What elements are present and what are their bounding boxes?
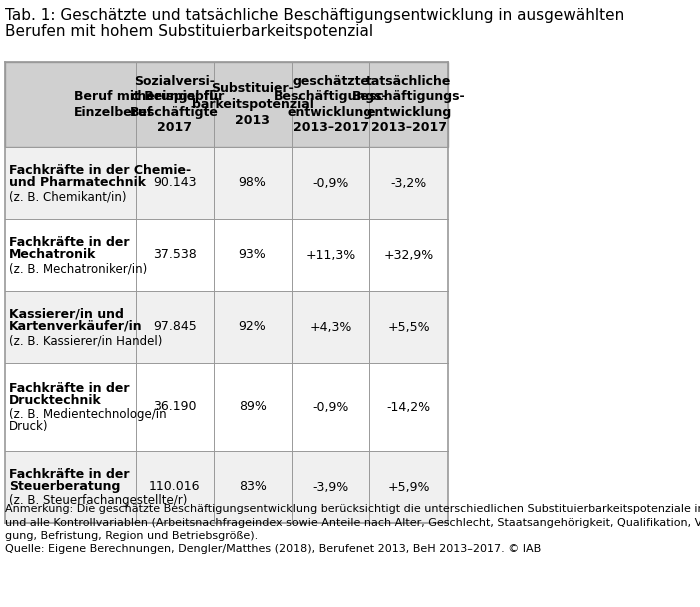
Text: -3,9%: -3,9%: [312, 481, 349, 493]
Text: (z. B. Chemikant/in): (z. B. Chemikant/in): [9, 190, 127, 203]
Text: Beruf mit Beispiel für
Einzelberuf: Beruf mit Beispiel für Einzelberuf: [74, 90, 225, 119]
Text: 93%: 93%: [239, 248, 267, 262]
Text: 92%: 92%: [239, 320, 267, 333]
Text: Quelle: Eigene Berechnungen, Dengler/Matthes (2018), Berufenet 2013, BeH 2013–20: Quelle: Eigene Berechnungen, Dengler/Mat…: [5, 544, 541, 555]
Text: Kartenverkäufer/in: Kartenverkäufer/in: [9, 320, 143, 333]
Bar: [5, 147, 448, 219]
Text: Tab. 1: Geschätzte und tatsächliche Beschäftigungsentwicklung in ausgewählten: Tab. 1: Geschätzte und tatsächliche Besc…: [5, 8, 624, 23]
Text: Sozialversi-
cherungspfl.
Beschäftigte
2017: Sozialversi- cherungspfl. Beschäftigte 2…: [130, 75, 219, 134]
Text: Substituier-
barkeitspotenzial
2013: Substituier- barkeitspotenzial 2013: [192, 83, 314, 126]
Text: -3,2%: -3,2%: [391, 177, 427, 189]
Bar: [5, 291, 448, 363]
Text: Fachkräfte in der: Fachkräfte in der: [9, 236, 130, 249]
Text: Berufen mit hohem Substituierbarkeitspotenzial: Berufen mit hohem Substituierbarkeitspot…: [5, 24, 373, 39]
Text: +11,3%: +11,3%: [305, 248, 356, 262]
Text: 89%: 89%: [239, 401, 267, 413]
Text: Mechatronik: Mechatronik: [9, 248, 97, 261]
Text: -14,2%: -14,2%: [386, 401, 430, 413]
Text: Druck): Druck): [9, 420, 48, 433]
Text: und alle Kontrollvariablen (Arbeitsnachfrageindex sowie Anteile nach Alter, Gesc: und alle Kontrollvariablen (Arbeitsnachf…: [5, 518, 700, 527]
Bar: [5, 62, 448, 147]
Text: -0,9%: -0,9%: [312, 177, 349, 189]
Text: geschätzte
Beschäftigungs-
entwicklung
2013–2017: geschätzte Beschäftigungs- entwicklung 2…: [274, 75, 387, 134]
Text: 90.143: 90.143: [153, 177, 197, 189]
Text: Anmerkung: Die geschätzte Beschäftigungsentwicklung berücksichtigt die unterschi: Anmerkung: Die geschätzte Beschäftigungs…: [5, 504, 700, 514]
Text: tatsächliche
Beschäftigungs-
entwicklung
2013–2017: tatsächliche Beschäftigungs- entwicklung…: [352, 75, 466, 134]
Text: 37.538: 37.538: [153, 248, 197, 262]
Text: Fachkräfte in der: Fachkräfte in der: [9, 468, 130, 481]
Text: Steuerberatung: Steuerberatung: [9, 480, 120, 493]
Bar: [5, 451, 448, 523]
Text: (z. B. Mechatroniker/in): (z. B. Mechatroniker/in): [9, 262, 147, 275]
Text: 98%: 98%: [239, 177, 267, 189]
Text: +32,9%: +32,9%: [384, 248, 434, 262]
Text: +4,3%: +4,3%: [309, 320, 351, 333]
Bar: [5, 219, 448, 291]
Bar: [5, 363, 448, 451]
Text: (z. B. Kassierer/in Handel): (z. B. Kassierer/in Handel): [9, 334, 162, 347]
Text: +5,5%: +5,5%: [387, 320, 430, 333]
Text: gung, Befristung, Region und Betriebsgröße).: gung, Befristung, Region und Betriebsgrö…: [5, 531, 258, 541]
Text: (z. B. Medientechnologe/in: (z. B. Medientechnologe/in: [9, 408, 167, 421]
Text: und Pharmatechnik: und Pharmatechnik: [9, 176, 146, 189]
Text: (z. B. Steuerfachangestellte/r): (z. B. Steuerfachangestellte/r): [9, 494, 188, 507]
Text: 97.845: 97.845: [153, 320, 197, 333]
Text: Fachkräfte in der: Fachkräfte in der: [9, 382, 130, 395]
Text: +5,9%: +5,9%: [387, 481, 430, 493]
Text: Kassierer/in und: Kassierer/in und: [9, 308, 124, 320]
Text: 83%: 83%: [239, 481, 267, 493]
Text: Drucktechnik: Drucktechnik: [9, 394, 101, 407]
Text: 36.190: 36.190: [153, 401, 197, 413]
Text: Fachkräfte in der Chemie-: Fachkräfte in der Chemie-: [9, 164, 191, 177]
Text: 110.016: 110.016: [149, 481, 200, 493]
Text: -0,9%: -0,9%: [312, 401, 349, 413]
